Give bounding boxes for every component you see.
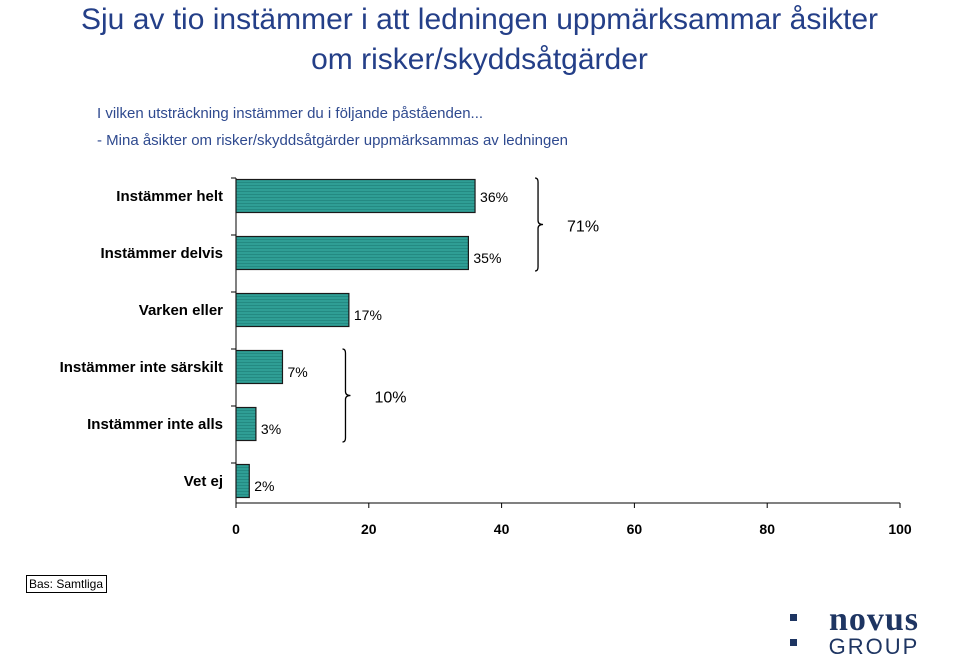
bar bbox=[235, 292, 350, 328]
novus-logo: novus GROUP bbox=[790, 604, 920, 656]
x-tick-label: 60 bbox=[627, 521, 643, 537]
category-label: Vet ej bbox=[184, 473, 223, 490]
base-note: Bas: Samtliga bbox=[26, 575, 108, 593]
group-brace bbox=[534, 177, 544, 272]
x-tick-label: 0 bbox=[232, 521, 240, 537]
category-label: Instämmer inte alls bbox=[87, 416, 223, 433]
question-line-1: I vilken utsträckning instämmer du i föl… bbox=[97, 105, 484, 122]
category-label: Varken eller bbox=[139, 302, 223, 319]
bar bbox=[235, 406, 257, 442]
category-label: Instämmer helt bbox=[116, 188, 223, 205]
category-label: Instämmer delvis bbox=[100, 245, 223, 262]
bar bbox=[235, 235, 469, 271]
logo-text-group: GROUP bbox=[829, 634, 920, 656]
bar bbox=[235, 349, 284, 385]
group-total-label: 10% bbox=[374, 390, 406, 407]
bar bbox=[235, 178, 476, 214]
bar-chart: 0 20 40 60 80 100 Instämmer helt 36% Instämmer … bbox=[60, 177, 912, 537]
group-total-label: 71% bbox=[567, 219, 599, 236]
value-label: 7% bbox=[287, 364, 307, 380]
value-label: 36% bbox=[480, 189, 508, 205]
title-line-2: om risker/skyddsåtgärder bbox=[311, 43, 648, 76]
title-line-1: Sju av tio instämmer i att ledningen upp… bbox=[81, 3, 878, 36]
page-title: Sju av tio instämmer i att ledningen upp… bbox=[0, 0, 959, 80]
group-brace bbox=[342, 348, 351, 443]
logo-text-novus: novus bbox=[829, 604, 919, 638]
x-tick-label: 40 bbox=[494, 521, 510, 537]
question-line-2: - Mina åsikter om risker/skyddsåtgärder … bbox=[97, 132, 569, 149]
x-tick-label: 20 bbox=[361, 521, 377, 537]
bar bbox=[235, 463, 250, 499]
category-label: Instämmer inte särskilt bbox=[60, 359, 223, 376]
value-label: 35% bbox=[473, 250, 501, 266]
question-text: I vilken utsträckning instämmer du i föl… bbox=[97, 100, 568, 154]
x-tick-label: 80 bbox=[759, 521, 775, 537]
value-label: 17% bbox=[354, 307, 382, 323]
value-label: 3% bbox=[261, 421, 281, 437]
x-tick-label: 100 bbox=[888, 521, 912, 537]
value-label: 2% bbox=[254, 478, 274, 494]
